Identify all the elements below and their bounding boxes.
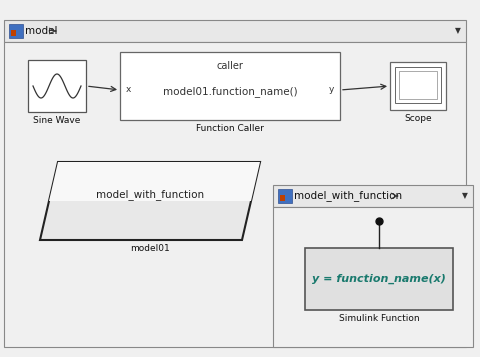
Text: Scope: Scope bbox=[403, 114, 431, 123]
Text: model_with_function: model_with_function bbox=[293, 191, 401, 201]
Bar bbox=[28, 60, 86, 112]
Bar bbox=[398, 71, 436, 99]
Text: y: y bbox=[328, 85, 333, 95]
Bar bbox=[304, 248, 452, 310]
Bar bbox=[11, 30, 16, 36]
Bar bbox=[273, 207, 472, 347]
Text: y = function_name(x): y = function_name(x) bbox=[312, 274, 445, 284]
Bar bbox=[4, 42, 465, 347]
Text: model01: model01 bbox=[130, 244, 169, 253]
Text: x: x bbox=[126, 85, 131, 95]
Text: model: model bbox=[25, 26, 58, 36]
Bar bbox=[273, 185, 472, 207]
Polygon shape bbox=[49, 162, 260, 201]
Bar bbox=[394, 67, 440, 103]
Text: ▼: ▼ bbox=[461, 191, 467, 201]
Bar bbox=[4, 20, 465, 42]
Text: Sine Wave: Sine Wave bbox=[33, 116, 81, 125]
Bar bbox=[277, 189, 291, 203]
Text: caller: caller bbox=[216, 61, 243, 71]
Text: Simulink Function: Simulink Function bbox=[338, 314, 419, 323]
Text: model_with_function: model_with_function bbox=[96, 190, 204, 200]
Text: ▼: ▼ bbox=[454, 26, 460, 35]
Text: Function Caller: Function Caller bbox=[196, 124, 264, 133]
Bar bbox=[279, 195, 285, 201]
Polygon shape bbox=[40, 162, 260, 240]
Bar bbox=[9, 24, 23, 38]
Bar bbox=[389, 62, 445, 110]
Text: model01.function_name(): model01.function_name() bbox=[162, 86, 297, 97]
Bar bbox=[120, 52, 339, 120]
